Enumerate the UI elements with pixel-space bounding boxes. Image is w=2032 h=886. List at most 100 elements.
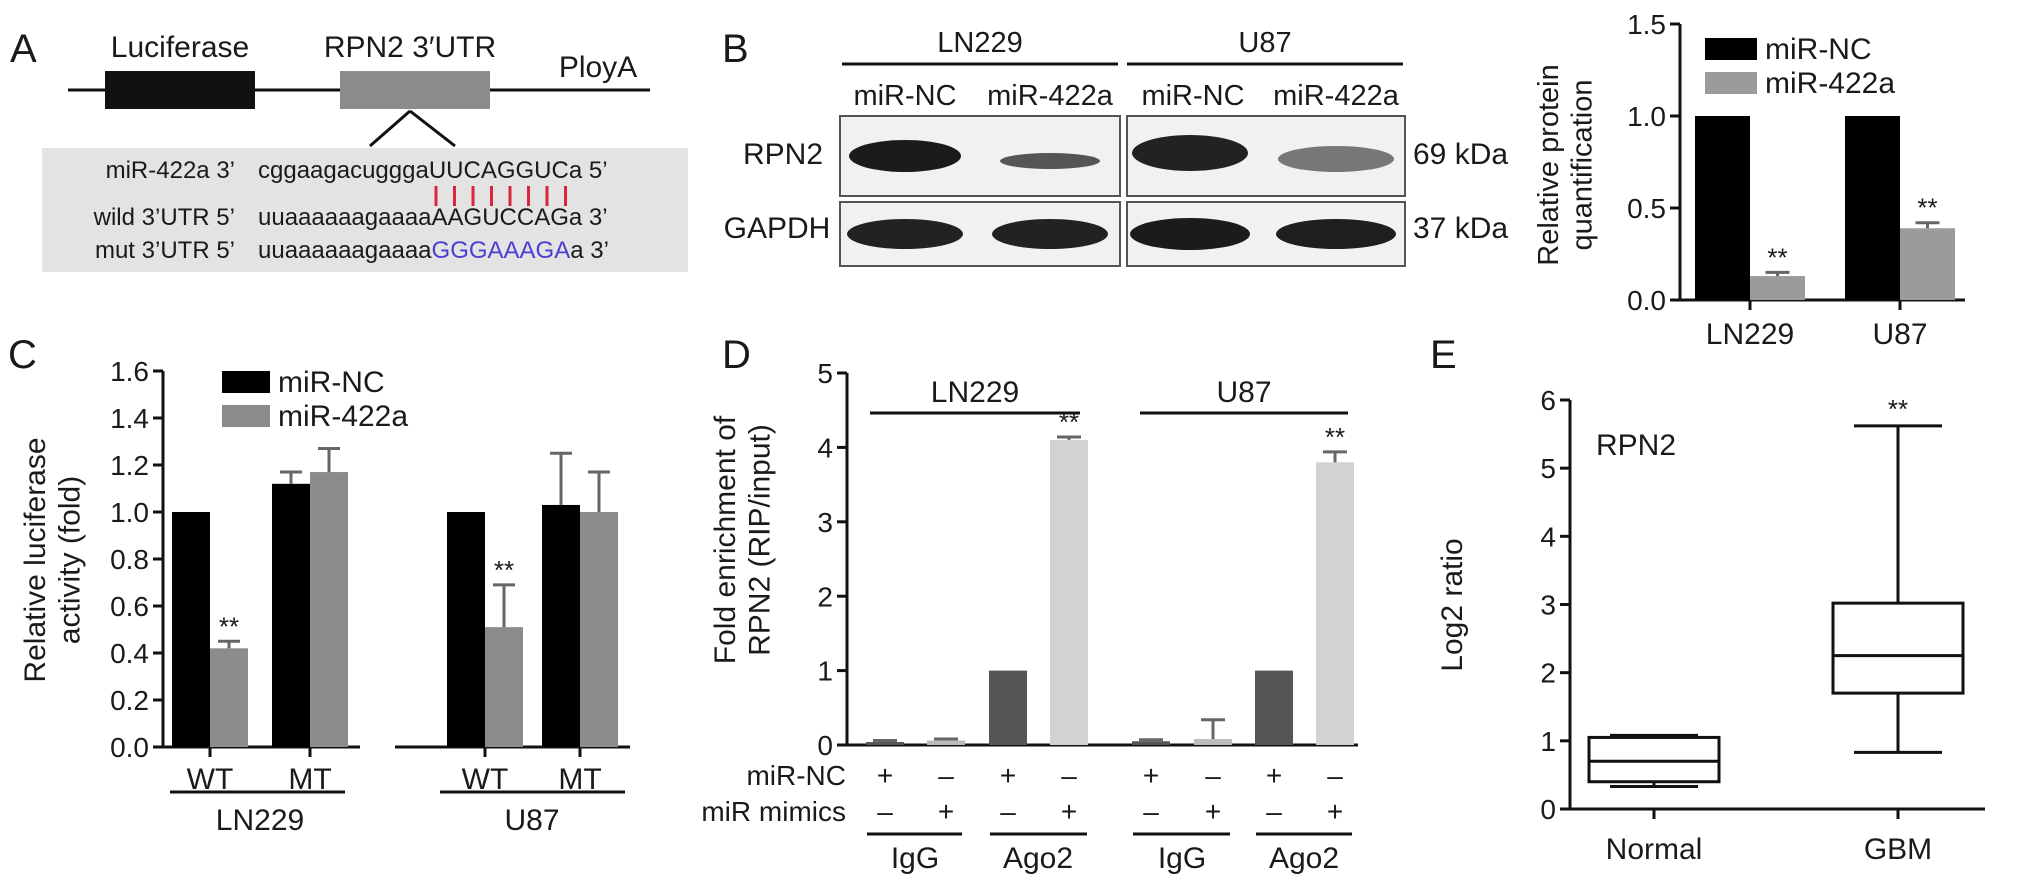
blot-protein-rpn2: RPN2 <box>743 138 823 171</box>
band-rpn2-lane-4 <box>1278 146 1394 172</box>
legend-swatch <box>222 371 270 393</box>
luciferase-box <box>105 71 255 109</box>
luciferase-label: Luciferase <box>111 31 249 64</box>
panel-label-e: E <box>1430 333 1457 377</box>
legend-label: miR-NC <box>1765 33 1872 66</box>
bar-mir-422a <box>485 627 523 747</box>
band-rpn2-lane-2 <box>1000 153 1100 169</box>
blot-cell-line-ln229: LN229 <box>937 27 1022 59</box>
band-gapdh-lane-4 <box>1276 219 1396 249</box>
bar-mir-422a <box>310 472 348 747</box>
y-tick-label: 1.4 <box>110 403 149 434</box>
legend-label: miR-422a <box>278 400 408 433</box>
blot-lane-2: miR-422a <box>987 80 1114 112</box>
band-gapdh-lane-3 <box>1130 218 1250 250</box>
blot-size-rpn2: 69 kDa <box>1413 138 1508 171</box>
bar-mir-422a <box>210 648 248 747</box>
treatment-sign: – <box>1061 760 1077 791</box>
y-tick-label: 6 <box>1540 385 1556 416</box>
condition-label: IgG <box>891 842 939 875</box>
significance-marker: ** <box>1888 394 1908 424</box>
base-pairing-lines <box>434 186 567 206</box>
treatment-sign: – <box>1205 760 1221 791</box>
band-gapdh-lane-2 <box>992 219 1108 249</box>
treatment-sign: – <box>938 760 954 791</box>
seq-row-mut: uuaaaaaagaaaaGGGAAAGAa 3’ <box>258 237 609 264</box>
y-tick-label: 0.0 <box>1627 285 1666 316</box>
seq-row-wild: uuaaaaaagaaaaAAGUCCAGa 3’ <box>258 204 608 231</box>
bar-ln229-mir-422a <box>1750 276 1805 300</box>
y-tick-label: 1.0 <box>110 497 149 528</box>
band-gapdh-lane-1 <box>847 219 963 249</box>
treatment-sign: + <box>1205 796 1221 827</box>
treatment-sign: + <box>938 796 954 827</box>
group-label: LN229 <box>216 804 304 837</box>
y-tick-label: 0.6 <box>110 591 149 622</box>
seq-row-mir: cggaagacugggaUUCAGGUCa 5’ <box>258 157 608 184</box>
treatment-sign: – <box>1143 796 1159 827</box>
x-tick-label: GBM <box>1864 833 1932 866</box>
y-axis-label: Fold enrichment ofRPN2 (RIP/input) <box>709 415 777 664</box>
panel-c: C 0.0 0.2 0.4 0.6 0.8 1.0 1.2 1.4 1.6 Relative lu… <box>8 333 630 837</box>
y-tick-label: 3 <box>1540 590 1556 621</box>
bar-mir-nc <box>447 512 485 747</box>
group-label: U87 <box>1216 376 1271 409</box>
y-tick-label: 5 <box>817 358 833 389</box>
significance-marker: ** <box>1767 242 1787 272</box>
bar-u87-ago2 <box>1255 670 1293 745</box>
bar-ln229-igg <box>866 742 904 745</box>
y-tick-label: 1 <box>1540 726 1556 757</box>
chart-e-boxplot: 0 1 2 3 4 5 6 Log2 ratio RPN2 Normal ** GBM <box>1436 385 1985 866</box>
seq-row-label-wild: wild 3’UTR 5’ <box>93 204 235 231</box>
legend-swatch <box>1705 72 1757 94</box>
panel-label-d: D <box>722 333 751 377</box>
bar-u87-ago2 <box>1316 462 1354 745</box>
panel-label-b: B <box>722 27 749 71</box>
y-tick-label: 0.0 <box>110 732 149 763</box>
y-tick-label: 1.6 <box>110 356 149 387</box>
bar-ln229-ago2 <box>989 670 1027 745</box>
utr-box <box>340 71 490 109</box>
blot-lane-1: miR-NC <box>853 80 956 112</box>
bar-u87-mir-422a <box>1900 228 1955 300</box>
y-tick-label: 3 <box>817 507 833 538</box>
bar-u87-igg <box>1132 741 1170 745</box>
condition-label: IgG <box>1158 842 1206 875</box>
y-tick-label: 4 <box>1540 521 1556 552</box>
significance-marker: ** <box>219 611 239 641</box>
bar-ln229-igg <box>927 740 965 745</box>
zoom-line-right <box>409 109 456 148</box>
panel-a: A Luciferase RPN2 3′UTR PloyA miR-422a 3… <box>10 27 688 272</box>
treatment-sign: + <box>1061 796 1077 827</box>
y-tick-label: 1.5 <box>1627 9 1666 40</box>
box-iqr <box>1587 735 1721 784</box>
bar-ln229-mir-nc <box>1695 116 1750 300</box>
y-axis-label: Log2 ratio <box>1436 538 1469 671</box>
x-tick-label: Normal <box>1606 833 1703 866</box>
y-tick-label: 0.5 <box>1627 193 1666 224</box>
y-axis-label: Relative proteinquantification <box>1533 64 1598 266</box>
condition-label: Ago2 <box>1003 842 1073 875</box>
panel-label-c: C <box>8 333 37 377</box>
condition-label: Ago2 <box>1269 842 1339 875</box>
group-label: LN229 <box>931 376 1019 409</box>
seq-row-label-mir: miR-422a 3’ <box>106 157 235 184</box>
y-tick-label: 5 <box>1540 453 1556 484</box>
y-tick-label: 1 <box>817 656 833 687</box>
utr-label: RPN2 3′UTR <box>324 31 496 64</box>
y-tick-label: 0 <box>817 730 833 761</box>
y-tick-label: 0 <box>1540 794 1556 825</box>
legend-swatch <box>1705 38 1757 60</box>
blot-protein-gapdh: GAPDH <box>724 212 831 245</box>
blot-lane-4: miR-422a <box>1273 80 1400 112</box>
band-rpn2-lane-3 <box>1132 135 1248 171</box>
treatment-sign: + <box>877 760 893 791</box>
chart-c-luciferase-activity: 0.0 0.2 0.4 0.6 0.8 1.0 1.2 1.4 1.6 Relative luci… <box>19 356 630 837</box>
treatment-row-label: miR mimics <box>701 796 846 827</box>
treatment-sign: + <box>1266 760 1282 791</box>
x-tick-label: LN229 <box>1706 318 1794 351</box>
panel-label-a: A <box>10 27 37 71</box>
panel-b-blot: B LN229 U87 miR-NC miR-422a miR-NC miR-4… <box>722 27 1508 267</box>
blot-lane-3: miR-NC <box>1141 80 1244 112</box>
